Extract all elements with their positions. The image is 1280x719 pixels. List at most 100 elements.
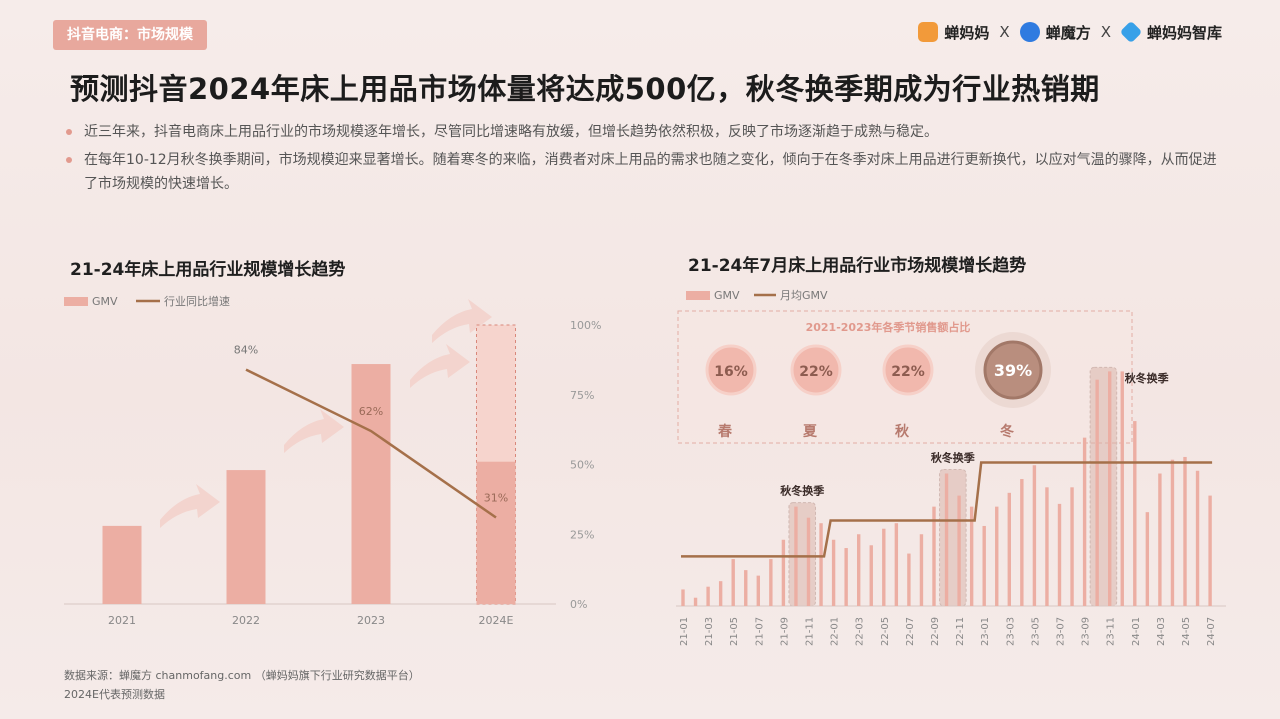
legend-growth-label: 行业同比增速 <box>164 294 230 308</box>
monthly-bar-23-01 <box>982 525 986 606</box>
monthly-bar-22-07 <box>907 553 911 606</box>
x-tick-2021: 2021 <box>108 614 136 627</box>
bullet-2: 在每年10-12月秋冬换季期间，市场规模迎来显著增长。随着寒冬的来临，消费者对床… <box>66 148 1226 196</box>
monthly-bar-21-07 <box>756 575 760 606</box>
month-tick-21-03: 21-03 <box>704 617 715 646</box>
month-tick-21-01: 21-01 <box>679 617 690 646</box>
legend-gmv-label: GMV <box>92 295 118 308</box>
growth-arrow-2 <box>284 409 344 453</box>
monthly-bar-23-06 <box>1045 487 1049 606</box>
monthly-bar-23-10 <box>1095 379 1099 606</box>
monthly-bar-21-04 <box>718 581 723 606</box>
month-tick-23-05: 23-05 <box>1030 617 1041 646</box>
highlight-block-1 <box>788 502 817 607</box>
monthly-bar-23-09 <box>1082 437 1087 606</box>
highlight-label-1: 秋冬换季 <box>780 484 825 498</box>
monthly-bar-22-06 <box>894 523 899 606</box>
growth-line <box>245 368 497 519</box>
season-circle-3 <box>983 340 1043 400</box>
x-tick-2023: 2023 <box>357 614 385 627</box>
monthly-bar-23-05 <box>1032 465 1037 606</box>
month-tick-22-11: 22-11 <box>955 617 966 646</box>
monthly-bar-22-05 <box>882 528 886 606</box>
monthly-bar-22-08 <box>919 534 924 606</box>
monthly-bar-21-01 <box>681 589 685 606</box>
season-name-0: 春 <box>717 423 733 440</box>
brand-1: 蝉妈妈 <box>944 23 990 42</box>
season-name-2: 秋 <box>895 423 910 440</box>
season-pct-3: 39% <box>994 361 1032 380</box>
month-tick-23-01: 23-01 <box>980 617 991 646</box>
month-tick-22-07: 22-07 <box>905 617 916 646</box>
brand-2: 蝉魔方 <box>1045 23 1091 42</box>
month-tick-22-03: 22-03 <box>855 617 866 646</box>
monthly-bar-21-11 <box>806 517 811 606</box>
bar-2024E <box>476 461 516 604</box>
monthly-bar-22-12 <box>969 506 974 606</box>
bar-2022 <box>226 470 266 604</box>
monthly-bar-22-04 <box>869 545 873 606</box>
monthly-bar-22-09 <box>932 506 936 606</box>
monthly-bar-21-02 <box>693 597 698 606</box>
monthly-bar-24-07 <box>1208 495 1212 606</box>
brand-logos: 蝉妈妈 X 蝉魔方 X 蝉妈妈智库 <box>918 20 1222 44</box>
y2-tick-4: 100% <box>570 319 601 332</box>
brand-x-1: X <box>999 23 1010 41</box>
month-tick-24-01: 24-01 <box>1131 617 1142 646</box>
footer: 数据来源：蝉魔方 chanmofang.com （蝉妈妈旗下行业研究数据平台） … <box>64 666 420 704</box>
monthly-bar-21-05 <box>731 559 735 606</box>
month-tick-23-09: 23-09 <box>1081 617 1092 646</box>
month-tick-23-03: 23-03 <box>1005 617 1016 646</box>
month-tick-24-03: 24-03 <box>1156 617 1167 646</box>
growth-label-2023: 62% <box>359 405 383 418</box>
season-inset-title: 2021-2023年各季节销售额占比 <box>806 320 971 334</box>
season-pct-2: 22% <box>891 364 925 380</box>
monthly-bar-21-03 <box>706 586 710 606</box>
y2-tick-1: 25% <box>570 528 594 541</box>
chart1-title: 21-24年床上用品行业规模增长趋势 <box>70 260 346 280</box>
summary-bullets: 近三年来，抖音电商床上用品行业的市场规模逐年增长，尽管同比增速略有放缓，但增长趋… <box>66 120 1226 200</box>
season-circle-1 <box>790 344 842 396</box>
month-tick-22-05: 22-05 <box>880 617 891 646</box>
month-tick-24-07: 24-07 <box>1206 617 1217 646</box>
page-title: 预测抖音2024年床上用品市场体量将达成500亿，秋冬换季期成为行业热销期 <box>70 72 1100 106</box>
growth-arrow-1 <box>160 484 220 528</box>
monthly-bar-23-11 <box>1108 371 1112 606</box>
monthly-bar-21-09 <box>781 539 786 606</box>
monthly-bar-23-02 <box>995 506 999 606</box>
month-tick-22-09: 22-09 <box>930 617 941 646</box>
chanmama-logo-icon <box>918 22 939 42</box>
y2-tick-3: 75% <box>570 389 594 402</box>
y2-tick-0: 0% <box>570 598 587 611</box>
monthly-bar-23-03 <box>1007 492 1011 606</box>
monthly-bar-23-12 <box>1120 371 1124 606</box>
growth-label-2024E: 31% <box>484 492 508 505</box>
chanmofang-logo-icon <box>1019 22 1040 42</box>
monthly-bar-23-08 <box>1070 487 1074 606</box>
monthly-bar-24-05 <box>1183 456 1187 606</box>
monthly-bar-24-04 <box>1170 459 1175 606</box>
highlight-label-3: 秋冬换季 <box>1125 371 1170 385</box>
month-tick-22-01: 22-01 <box>830 617 841 646</box>
section-tag: 抖音电商：市场规模 <box>53 20 207 50</box>
month-tick-21-05: 21-05 <box>729 617 740 646</box>
month-tick-23-11: 23-11 <box>1106 617 1117 646</box>
brand-x-2: X <box>1100 23 1111 41</box>
bullet-1: 近三年来，抖音电商床上用品行业的市场规模逐年增长，尽管同比增速略有放缓，但增长趋… <box>66 120 1226 144</box>
monthly-bar-23-04 <box>1020 479 1024 606</box>
highlight-label-2: 秋冬换季 <box>931 451 976 465</box>
monthly-avg-line <box>681 461 1213 558</box>
data-source: 数据来源：蝉魔方 chanmofang.com （蝉妈妈旗下行业研究数据平台） <box>64 669 420 682</box>
monthly-bar-22-11 <box>957 495 961 606</box>
season-name-3: 冬 <box>1000 423 1014 440</box>
monthly-bar-22-03 <box>857 534 861 606</box>
monthly-bar-24-02 <box>1145 512 1150 606</box>
x-tick-2022: 2022 <box>232 614 260 627</box>
growth-arrow-3 <box>410 344 470 388</box>
monthly-bar-21-12 <box>819 523 823 606</box>
brand-3: 蝉妈妈智库 <box>1146 23 1222 42</box>
monthly-bar-24-01 <box>1133 421 1137 606</box>
season-circle-0 <box>705 344 757 396</box>
x-tick-2024E: 2024E <box>479 614 514 627</box>
